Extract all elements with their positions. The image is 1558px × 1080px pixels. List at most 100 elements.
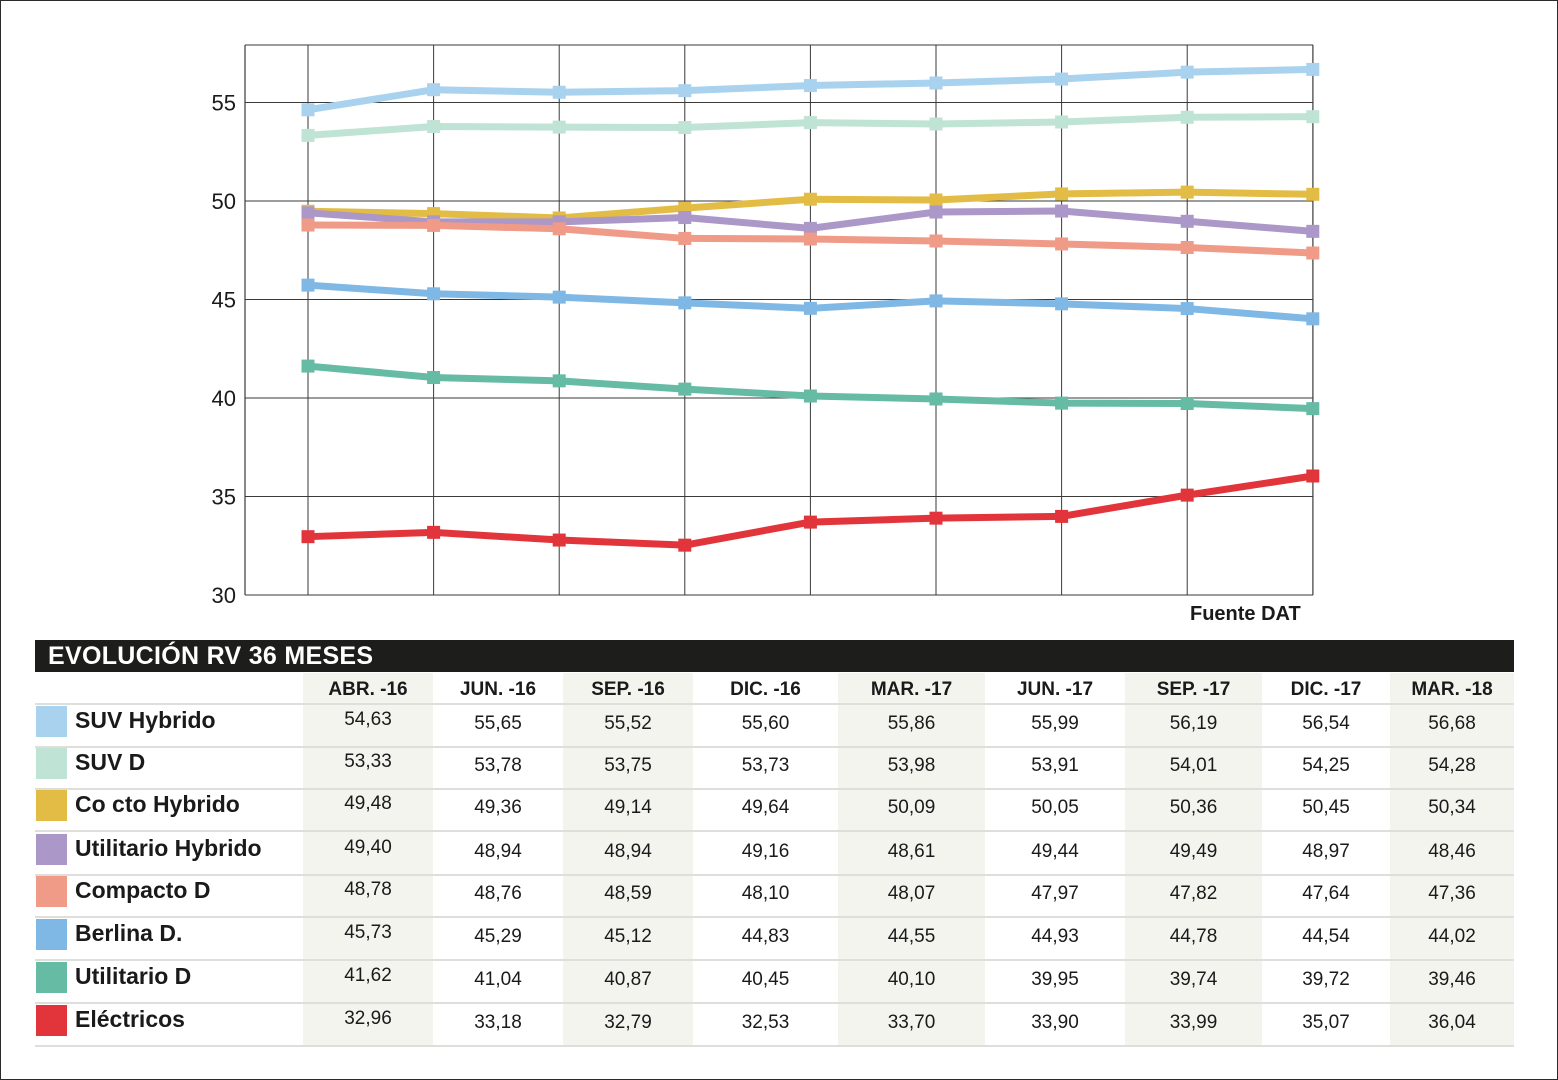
data-point [678, 84, 692, 98]
column-header: ABR. -16 [328, 679, 408, 700]
data-point [301, 128, 315, 142]
table-cell: 49,16 [741, 841, 790, 862]
y-tick-label: 55 [212, 91, 236, 116]
table-cell: 55,99 [1031, 713, 1079, 734]
legend-swatch [36, 834, 67, 865]
legend-swatch [36, 1005, 67, 1036]
table-cell: 53,78 [474, 755, 522, 776]
data-point [1306, 62, 1320, 76]
data-point [552, 290, 566, 304]
table-cell: 55,60 [741, 713, 790, 734]
data-point [301, 530, 315, 544]
data-point [552, 222, 566, 236]
column-header: JUN. -17 [1016, 679, 1094, 700]
row-label: Utilitario D [75, 963, 192, 989]
data-point [803, 192, 817, 206]
data-point [929, 193, 943, 207]
y-tick-label: 40 [212, 386, 236, 411]
data-point [1055, 396, 1069, 410]
column-header: MAR. -18 [1411, 679, 1493, 700]
table-cell: 32,53 [741, 1012, 790, 1033]
table-cell: 49,48 [344, 793, 392, 814]
table-cell: 49,14 [604, 797, 652, 818]
column-header: DIC. -17 [1290, 679, 1362, 700]
data-point [803, 79, 817, 93]
line-chart: 30 35 40 45 50 55 [212, 44, 1320, 608]
table-cell: 55,65 [474, 713, 522, 734]
data-point [1055, 115, 1069, 129]
row-divider [35, 874, 1514, 876]
data-point [929, 205, 943, 219]
legend-swatch [36, 706, 67, 737]
row-label: Berlina D. [75, 920, 183, 946]
table-cell: 33,99 [1169, 1012, 1218, 1033]
series-5 [301, 218, 1320, 260]
table-cell: 44,83 [741, 926, 790, 947]
data-point [427, 525, 441, 539]
table-cell: 33,90 [1031, 1012, 1079, 1033]
legend-swatch [36, 962, 67, 993]
data-point [803, 116, 817, 130]
table-cell: 50,45 [1302, 797, 1350, 818]
data-point [552, 533, 566, 547]
series-7 [301, 359, 1320, 416]
table-cell: 33,70 [887, 1012, 936, 1033]
row-divider [35, 1045, 1514, 1047]
table-cell: 53,98 [887, 755, 936, 776]
row-label: Compacto D [75, 877, 211, 903]
data-point [301, 103, 315, 117]
data-point [1306, 110, 1320, 124]
row-label: Co cto Hybrido [75, 791, 240, 817]
data-point [929, 234, 943, 248]
row-divider [35, 1002, 1514, 1004]
table-cell: 49,64 [741, 797, 790, 818]
series-2 [301, 110, 1320, 142]
data-point [1055, 204, 1069, 218]
data-point [301, 218, 315, 232]
table-cell: 48,94 [474, 841, 522, 862]
table-cell: 48,94 [604, 841, 652, 862]
series-8 [301, 469, 1320, 552]
table-cell: 40,10 [887, 969, 936, 990]
data-point [1306, 402, 1320, 416]
data-point [678, 296, 692, 310]
table-cell: 48,10 [741, 883, 790, 904]
data-point [1180, 488, 1194, 502]
data-point [803, 389, 817, 403]
data-point [301, 206, 315, 220]
legend-swatch [36, 748, 67, 779]
table-cell: 32,79 [604, 1012, 652, 1033]
data-point [678, 231, 692, 245]
table-cell: 44,55 [887, 926, 936, 947]
data-point [929, 117, 943, 131]
table-cell: 53,91 [1031, 755, 1079, 776]
table-cell: 56,54 [1302, 713, 1350, 734]
column-header: SEP. -16 [591, 679, 665, 700]
table-cell: 39,72 [1302, 969, 1350, 990]
column-header: MAR. -17 [870, 679, 953, 700]
data-point [427, 371, 441, 385]
table-cell: 44,93 [1031, 926, 1079, 947]
data-point [1306, 469, 1320, 483]
table-cell: 48,76 [474, 883, 522, 904]
data-point [1055, 72, 1069, 86]
legend-swatch [36, 790, 67, 821]
y-tick-label: 50 [212, 189, 236, 214]
data-point [929, 294, 943, 308]
table-cell: 53,73 [741, 755, 790, 776]
data-point [1180, 185, 1194, 199]
table-cell: 55,52 [604, 713, 652, 734]
table-cell: 39,46 [1428, 969, 1476, 990]
data-point [1180, 397, 1194, 411]
data-point [1055, 297, 1069, 311]
y-tick-label: 35 [212, 485, 236, 510]
table-cell: 40,87 [604, 969, 652, 990]
data-point [803, 221, 817, 235]
data-point [1180, 240, 1194, 254]
table-cell: 45,12 [604, 926, 652, 947]
table-cell: 50,05 [1031, 797, 1079, 818]
row-label: Eléctricos [75, 1006, 185, 1032]
column-header: SEP. -17 [1156, 679, 1231, 700]
y-tick-label: 45 [212, 288, 236, 313]
data-point [1180, 65, 1194, 79]
